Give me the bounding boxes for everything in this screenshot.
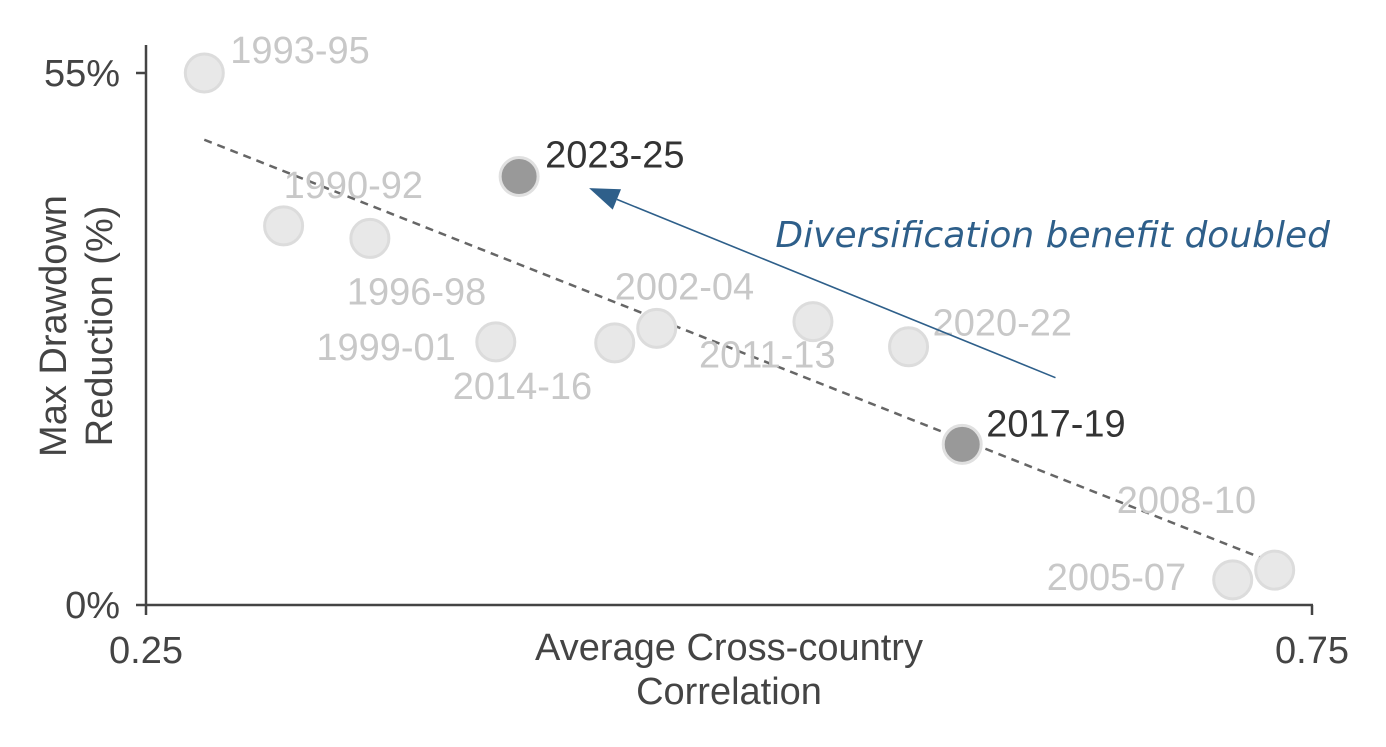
data-point-2005-07 [1212,559,1254,601]
data-point-1999-01 [475,321,517,363]
axes-layer: 0% 55% 0.25 0.75 Average Cross-countryCorrel… [33,45,1349,713]
point-labels-layer: 1993-95 1990-92 1996-98 1999-01 2023-25 2014-… [230,30,1256,599]
y-axis-title-line-0: Max Drawdown [33,195,75,457]
point-label-2020-22: 2020-22 [933,303,1072,345]
y-axis-title-line-1: Reduction (%) [79,206,121,447]
point-label-1999-01: 1999-01 [316,327,455,369]
data-point-2023-25 [498,155,540,197]
x-axis-title-line-0: Average Cross-country [535,627,923,669]
point-label-1996-98: 1996-98 [347,271,486,313]
data-point-2017-19 [941,423,983,465]
data-point-2014-16 [594,322,636,364]
point-label-1993-95: 1993-95 [230,30,369,72]
x-tick-label-0: 0.25 [109,630,183,672]
point-label-2008-10: 2008-10 [1117,480,1256,522]
data-point-1996-98 [349,217,391,259]
annotation-arrow-shaft [616,198,1056,379]
points-layer [183,52,1296,601]
x-tick-label-1: 0.75 [1275,630,1349,672]
point-label-2017-19: 2017-19 [986,403,1125,445]
annotation-text: Diversification benefit doubled [775,215,1331,256]
annotation-arrow-head [589,188,622,210]
point-label-2005-07: 2005-07 [1047,557,1186,599]
data-point-2011-13 [792,301,834,343]
point-label-2011-13: 2011-13 [699,335,836,377]
annotation-layer: Diversification benefit doubled [589,188,1331,379]
point-label-2023-25: 2023-25 [545,134,684,176]
point-label-2002-04: 2002-04 [615,266,754,308]
y-tick-label-1: 55% [44,53,120,95]
point-label-1990-92: 1990-92 [284,165,423,207]
data-point-2008-10 [1254,549,1296,591]
point-label-2014-16: 2014-16 [453,366,592,408]
y-tick-label-0: 0% [65,585,120,627]
data-point-2002-04 [636,307,678,349]
x-axis-title-line-1: Correlation [636,671,822,713]
data-point-1990-92 [263,205,305,247]
data-point-1993-95 [183,52,225,94]
data-point-2020-22 [888,326,930,368]
